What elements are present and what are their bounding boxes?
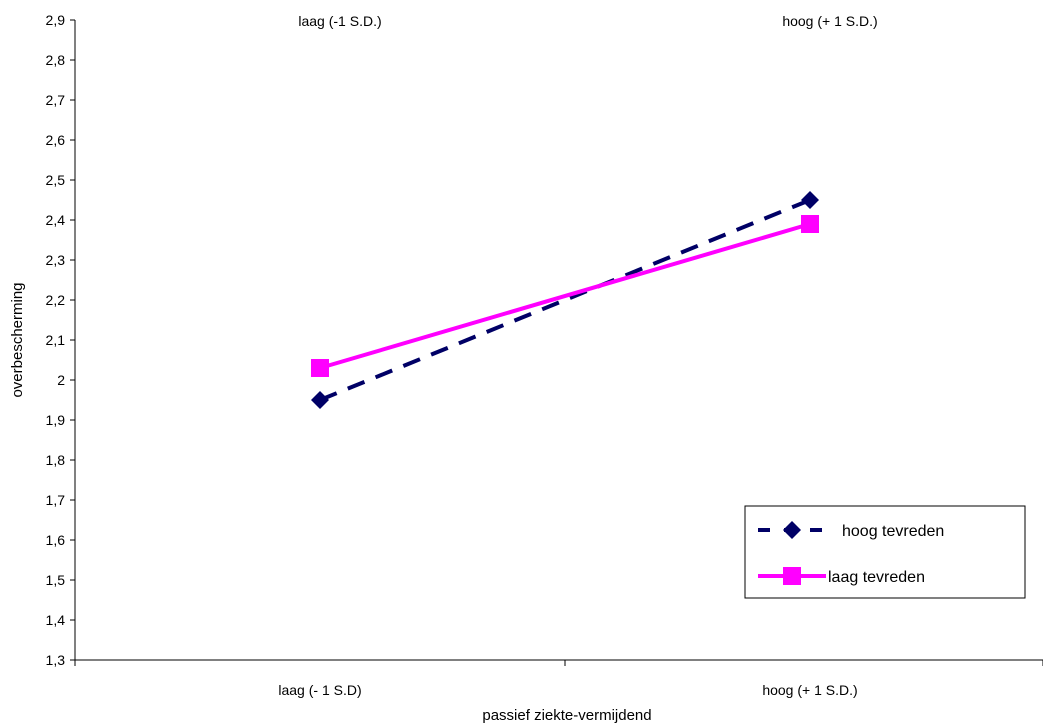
legend-entry: hoog tevreden xyxy=(758,521,944,540)
y-tick-label: 2,8 xyxy=(46,52,66,68)
y-tick-label: 2,1 xyxy=(46,332,66,348)
y-tick-label: 1,5 xyxy=(46,572,66,588)
series-laag-tevreden xyxy=(311,215,819,377)
data-point xyxy=(801,191,819,209)
data-point xyxy=(801,215,819,233)
data-point xyxy=(311,359,329,377)
series-line xyxy=(319,198,811,402)
y-tick-label: 2,3 xyxy=(46,252,66,268)
y-tick-label: 2,9 xyxy=(46,12,66,28)
data-point xyxy=(311,391,329,409)
x-top-label: hoog (+ 1 S.D.) xyxy=(782,13,877,29)
y-tick-label: 2 xyxy=(57,372,65,388)
y-tick-label: 2,7 xyxy=(46,92,66,108)
y-axis-title: overbescherming xyxy=(9,282,26,397)
y-tick-label: 1,4 xyxy=(46,612,66,628)
data-point xyxy=(783,521,801,539)
series-hoog-tevreden xyxy=(311,191,819,409)
y-tick-label: 2,6 xyxy=(46,132,66,148)
y-tick-label: 2,2 xyxy=(46,292,66,308)
y-tick-label: 1,8 xyxy=(46,452,66,468)
y-tick-label: 1,3 xyxy=(46,652,66,668)
y-tick-label: 1,7 xyxy=(46,492,66,508)
legend: hoog tevreden laag tevreden xyxy=(744,505,1026,599)
series-layer xyxy=(311,191,819,409)
x-axis-title: passief ziekte-vermijdend xyxy=(482,707,651,724)
x-tick-label: laag (- 1 S.D) xyxy=(278,682,361,698)
y-tick-label: 2,4 xyxy=(46,212,66,228)
data-point xyxy=(783,567,801,585)
x-top-label: laag (-1 S.D.) xyxy=(298,13,381,29)
legend-label: hoog tevreden xyxy=(842,523,944,540)
series-line xyxy=(319,222,811,370)
legend-entry: laag tevreden xyxy=(758,567,925,586)
y-tick-label: 2,5 xyxy=(46,172,66,188)
x-ticks: laag (- 1 S.D) hoog (+ 1 S.D.) laag (-1 S.… xyxy=(74,13,1043,698)
x-tick-label: hoog (+ 1 S.D.) xyxy=(762,682,857,698)
legend-label: laag tevreden xyxy=(828,569,925,586)
y-tick-label: 1,9 xyxy=(46,412,66,428)
y-tick-label: 1,6 xyxy=(46,532,66,548)
y-ticks: 1,3 1,4 1,5 1,6 1,7 1,8 1,9 2 2,1 2,2 2,3 2,4 2,5 2,6… xyxy=(46,12,75,668)
